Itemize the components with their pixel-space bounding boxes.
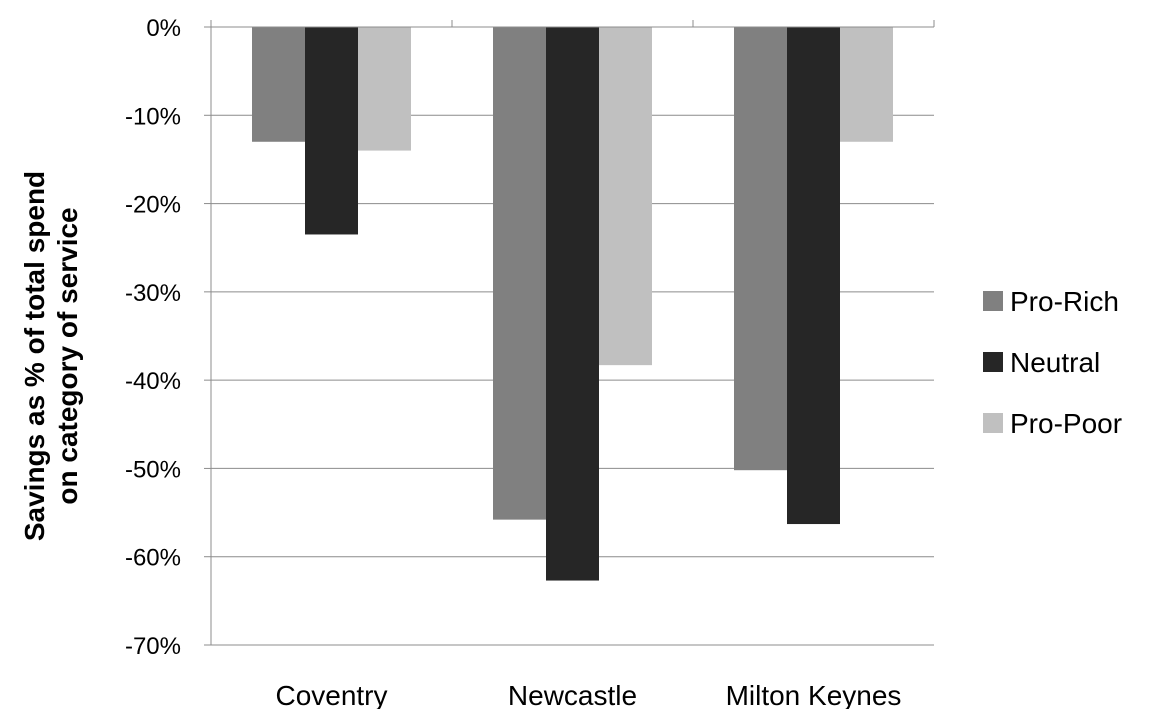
y-tick-label: -50% <box>125 456 181 483</box>
y-axis-label: Savings as % of total spend on category o… <box>19 171 83 541</box>
bars <box>252 27 893 581</box>
x-tick-label: Coventry <box>275 680 387 709</box>
y-tick-label: -60% <box>125 545 181 572</box>
x-tick-label: Newcastle <box>508 680 637 709</box>
legend-swatch-pro-poor <box>983 413 1003 433</box>
legend-swatch-neutral <box>983 352 1003 372</box>
y-tick-label: -30% <box>125 280 181 307</box>
bar-pro-poor-milton-keynes <box>840 27 893 142</box>
x-tick-labels: Coventry Newcastle Milton Keynes <box>275 680 901 709</box>
y-axis-label-line: Savings as % of total spend <box>19 171 50 541</box>
bar-neutral-newcastle <box>546 27 599 581</box>
y-tick-label: -70% <box>125 633 181 660</box>
x-tick-label: Milton Keynes <box>726 680 902 709</box>
bar-pro-rich-milton-keynes <box>734 27 787 471</box>
y-tick-label: -10% <box>125 103 181 130</box>
bar-pro-rich-newcastle <box>493 27 546 520</box>
y-tick-labels: 0% -10% -20% -30% -40% -50% -60% -70% <box>125 15 181 660</box>
bar-pro-rich-coventry <box>252 27 305 142</box>
y-tick-label: 0% <box>146 15 181 42</box>
legend-swatch-pro-rich <box>983 291 1003 311</box>
legend-label-pro-rich: Pro-Rich <box>1010 286 1119 317</box>
y-tick-label: -40% <box>125 368 181 395</box>
bar-neutral-coventry <box>305 27 358 235</box>
legend-label-neutral: Neutral <box>1010 347 1100 378</box>
legend-label-pro-poor: Pro-Poor <box>1010 408 1122 439</box>
bar-pro-poor-coventry <box>358 27 411 151</box>
bar-pro-poor-newcastle <box>599 27 652 366</box>
axes <box>204 20 935 646</box>
y-tick-label: -20% <box>125 192 181 219</box>
bar-neutral-milton-keynes <box>787 27 840 525</box>
y-axis-label-line: on category of service <box>52 207 83 504</box>
legend: Pro-Rich Neutral Pro-Poor <box>983 286 1122 439</box>
